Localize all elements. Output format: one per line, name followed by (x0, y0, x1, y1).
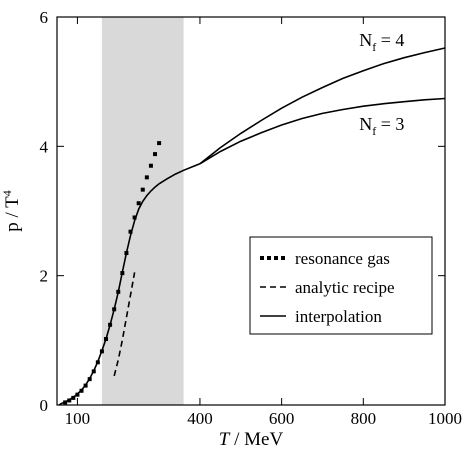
nf4-line (199, 47, 446, 165)
series-layer (58, 47, 446, 406)
legend-box (249, 236, 433, 335)
x-axis-label-symbol: T (219, 429, 231, 450)
plot-frame (56, 16, 446, 406)
y-axis-label: p / T4 (0, 190, 23, 232)
legend-label: interpolation (295, 307, 382, 326)
y-tick-label: 0 (40, 396, 49, 415)
resonance-gas-point (144, 175, 149, 180)
nf3-line (199, 97, 446, 165)
nf-annotation-subscript: f (372, 124, 376, 138)
ticks-layer: 100 400 600 800 1000 0 2 4 6 (40, 8, 463, 428)
resonance-gas-point (128, 229, 133, 234)
resonance-gas-point (148, 163, 153, 168)
legend-dot-marker (267, 256, 271, 260)
y-axis-label-main: p / T (2, 196, 23, 232)
nf-annotation-subscript: f (372, 40, 376, 54)
nf-annotation: Nf = 4 (359, 30, 404, 54)
y-tick-label: 2 (40, 267, 49, 286)
interpolation-line (58, 163, 201, 406)
legend-dot-marker (260, 256, 264, 260)
resonance-gas-point (153, 152, 158, 157)
x-tick-label: 800 (351, 409, 377, 428)
y-tick-label: 4 (40, 137, 49, 156)
legend-dot-marker (274, 256, 278, 260)
x-tick-label: 400 (187, 409, 213, 428)
resonance-gas-point (136, 201, 141, 206)
nf-annotation-symbol: N (359, 30, 372, 50)
legend-label: resonance gas (295, 249, 390, 268)
x-tick-label: 100 (65, 409, 91, 428)
y-axis-label-sup: 4 (0, 190, 14, 196)
nf-annotation-value: = 4 (376, 30, 404, 50)
resonance-gas-point (157, 141, 162, 146)
y-tick-label: 6 (40, 8, 49, 27)
legend-label: analytic recipe (295, 278, 395, 297)
nf-annotation-value: = 3 (376, 114, 404, 134)
legend-dot-marker (281, 256, 285, 260)
legend: resonance gas analytic recipe interpolatio… (249, 236, 433, 335)
x-tick-label: 600 (269, 409, 295, 428)
resonance-gas-point (140, 187, 145, 192)
nf-annotation: Nf = 3 (359, 114, 404, 138)
shaded-transition-band (101, 17, 184, 405)
x-axis-label: T / MeV (219, 429, 284, 450)
resonance-gas-point (132, 215, 137, 220)
x-tick-label: 1000 (428, 409, 462, 428)
nf-annotation-symbol: N (359, 114, 372, 134)
x-axis-label-unit: / MeV (229, 429, 283, 450)
annotation-layer: Nf = 4Nf = 3 (359, 30, 404, 138)
analytic-recipe-line (113, 272, 136, 377)
